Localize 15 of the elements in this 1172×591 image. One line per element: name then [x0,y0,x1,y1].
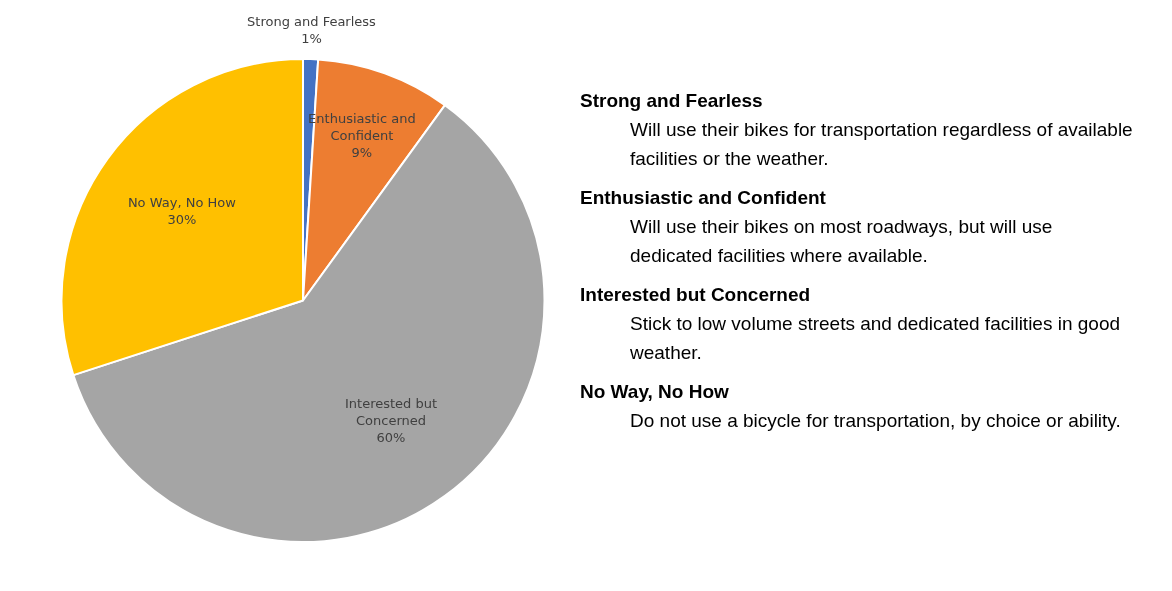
data-label: 1% [301,31,322,47]
data-label: 9% [351,145,373,161]
slice-label: No Way, No How [127,195,237,211]
data-label: 30% [167,212,197,228]
text: Enthusiastic and Confident [580,186,827,210]
text: Will use their bikes for transportation regardless of available facilities or the weather. [629,118,1134,171]
data-label: 60% [376,430,406,446]
slice-label: Strong and Fearless [247,14,377,30]
text: Stick to low volume streets and dedicated facilities in good weather. [629,312,1122,365]
text: Do not use a bicycle for transportation, by choice or ability. [629,409,1122,433]
text: Interested but Concerned [580,283,812,307]
text: Will use their bikes on most roadways, but will use dedicated facilities where available. [629,215,1054,268]
slice-label: Interested but Concerned [344,396,438,429]
text: No Way, No How [580,380,730,404]
text: Strong and Fearless [580,89,764,113]
